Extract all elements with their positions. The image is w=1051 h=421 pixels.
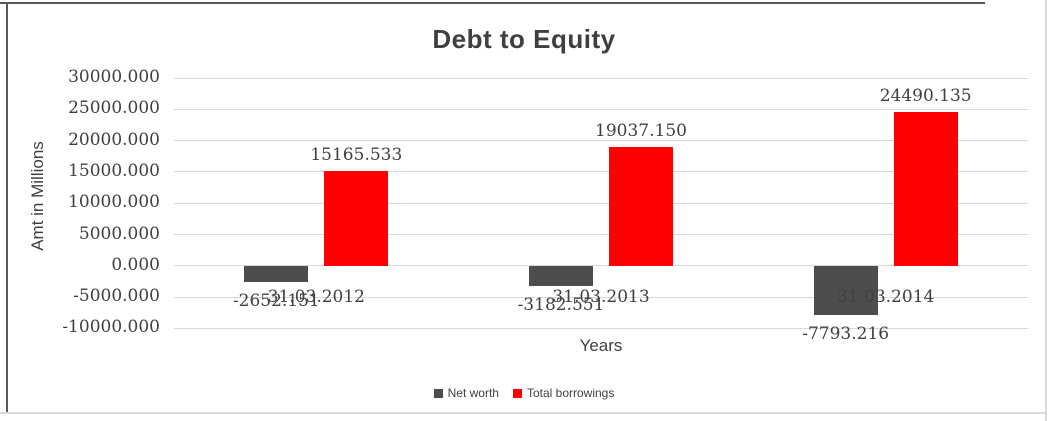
data-label: -7793.216	[802, 323, 890, 344]
chart-title: Debt to Equity	[432, 24, 616, 54]
legend: Net worth Total borrowings	[0, 386, 1048, 400]
legend-label: Total borrowings	[526, 386, 615, 400]
legend-label: Net worth	[447, 386, 499, 400]
y-tick-label: 30000.000	[68, 67, 160, 87]
category-label: 31.03.2012	[267, 287, 365, 307]
y-tick-label: 10000.000	[68, 192, 160, 213]
right-border-line	[1045, 0, 1047, 421]
y-tick-label: 20000.000	[68, 129, 160, 150]
y-gridline	[174, 234, 1028, 235]
y-tick-label: -10000.000	[62, 317, 160, 338]
y-tick-label: -5000.000	[73, 286, 160, 307]
bar-net-worth	[244, 265, 309, 283]
category-label: 31.03.2013	[552, 287, 650, 307]
legend-item: Total borrowings	[512, 386, 615, 400]
data-label: -2652.151	[232, 291, 320, 312]
category-label: 31.03.2014	[836, 287, 935, 307]
bar-total-borrowings	[609, 146, 673, 266]
data-label: -3182.551	[517, 294, 605, 315]
bottom-border-line	[0, 412, 1047, 414]
y-tick-label: 5000.000	[78, 223, 160, 244]
bar-net-worth	[529, 265, 593, 286]
y-tick-label: 0.000	[111, 254, 160, 275]
y-gridline	[174, 140, 1028, 142]
y-tick-label: 25000.000	[68, 98, 160, 119]
legend-swatch-icon	[433, 388, 443, 398]
y-gridline	[174, 327, 1028, 329]
y-gridline	[174, 296, 1028, 298]
legend-swatch-icon	[512, 388, 522, 398]
y-gridline	[174, 265, 1028, 267]
y-gridline	[174, 171, 1028, 173]
bar-total-borrowings	[324, 170, 389, 266]
y-gridline	[174, 202, 1028, 204]
data-label: 15165.533	[310, 144, 403, 165]
bar-net-worth	[813, 265, 878, 315]
data-label: 24490.135	[879, 86, 972, 107]
y-gridline	[174, 77, 1028, 79]
top-border-line	[0, 2, 985, 4]
left-border-line	[6, 2, 8, 413]
data-label: 19037.150	[595, 120, 687, 141]
x-axis-title: Years	[579, 336, 623, 355]
bar-total-borrowings	[893, 112, 958, 266]
y-tick-label: 15000.000	[68, 160, 160, 181]
y-gridline	[174, 108, 1028, 110]
legend-item: Net worth	[433, 386, 499, 400]
